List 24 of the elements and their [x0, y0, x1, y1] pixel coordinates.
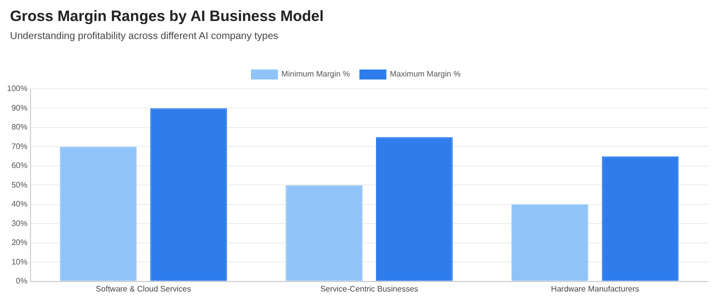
legend-label: Minimum Margin %: [281, 70, 350, 79]
y-tick-label: 60%: [11, 161, 28, 170]
y-tick-label: 50%: [11, 180, 28, 190]
legend-label: Maximum Margin %: [390, 70, 461, 79]
chart-subtitle: Understanding profitability across different AI company types: [10, 31, 278, 42]
y-tick-label: 70%: [11, 142, 28, 151]
y-tick-label: 0%: [16, 276, 28, 286]
x-tick-label: Hardware Manufacturers: [551, 284, 640, 294]
y-tick-label: 20%: [11, 238, 28, 248]
bar: [512, 204, 588, 281]
chart-title: Gross Margin Ranges by AI Business Model: [10, 8, 324, 25]
bar: [602, 156, 679, 281]
y-tick-label: 30%: [11, 218, 28, 228]
x-tick-label: Software & Cloud Services: [96, 284, 191, 294]
x-tick-label: Service-Centric Businesses: [320, 284, 418, 294]
bar: [286, 185, 362, 281]
bar: [376, 137, 453, 281]
bar: [60, 146, 137, 281]
y-tick-label: 100%: [6, 84, 28, 94]
bar: [150, 108, 227, 281]
y-tick-label: 80%: [11, 122, 28, 132]
y-tick-label: 90%: [11, 103, 28, 112]
y-tick-label: 10%: [11, 257, 28, 266]
y-tick-label: 40%: [11, 200, 28, 209]
